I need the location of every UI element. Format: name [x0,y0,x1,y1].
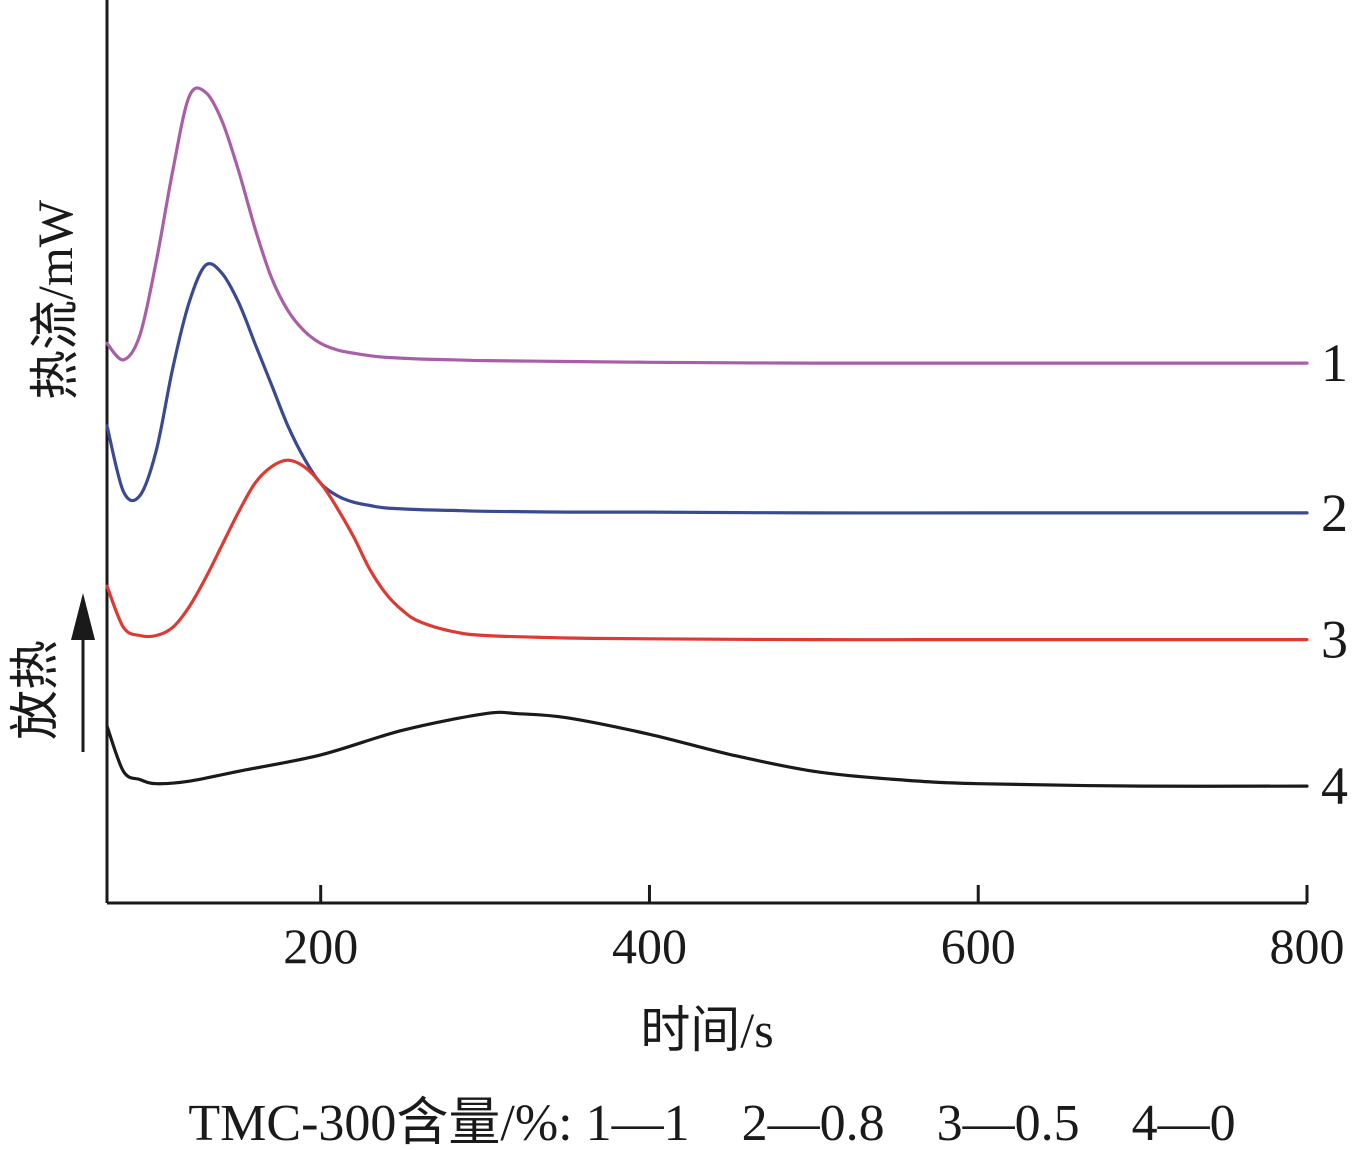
series-label-3: 3 [1321,610,1348,670]
series-label-4: 4 [1321,756,1348,816]
x-tick-label: 400 [612,918,687,974]
x-axis-title: 时间/s [640,1002,773,1058]
exotherm-label: 放热 [7,640,63,740]
series-line-2 [105,262,1309,515]
series-label-2: 2 [1321,483,1348,543]
exotherm-arrow-head-icon [71,593,95,640]
x-ticks: 200 400 600 800 [283,885,1345,974]
exotherm-direction-indicator: 放热 [7,593,95,752]
x-tick-label: 800 [1270,918,1345,974]
chart-caption: TMC-300含量/%: 1—1 2—0.8 3—0.5 4—0 [188,1095,1235,1150]
series-line-4 [105,710,1309,788]
series-group [105,86,1309,788]
y-axis-title: 热流/mW [27,199,83,400]
series-line-3 [105,458,1309,642]
x-tick-label: 600 [941,918,1016,974]
series-line-1 [105,86,1309,365]
series-label-1: 1 [1321,333,1348,393]
x-tick-label: 200 [283,918,358,974]
series-labels: 1 2 3 4 [1321,333,1348,816]
